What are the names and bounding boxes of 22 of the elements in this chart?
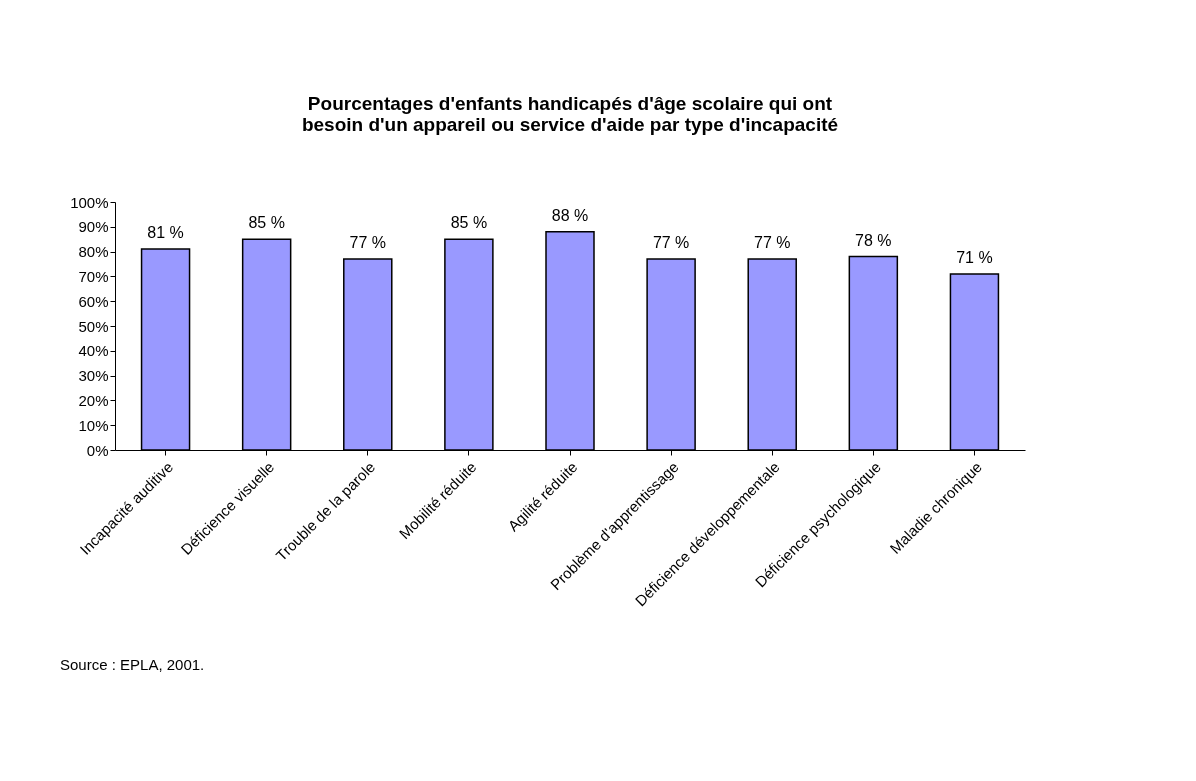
data-label: 71 % — [956, 248, 993, 266]
y-tick-label: 20% — [78, 391, 109, 409]
data-label: 77 % — [652, 234, 690, 252]
y-tick-label: 100% — [70, 193, 109, 211]
y-tick-label: 0% — [86, 441, 109, 459]
data-label: 77 % — [753, 234, 791, 252]
data-label: 88 % — [551, 206, 589, 224]
y-tick-label: 60% — [78, 292, 109, 310]
source-note: Source : EPLA, 2001. — [60, 656, 205, 673]
data-label: 78 % — [855, 231, 892, 249]
y-tick-label: 50% — [78, 317, 109, 335]
y-tick-label: 40% — [78, 342, 109, 360]
y-tick-label: 10% — [78, 416, 109, 434]
y-tick-label: 70% — [78, 267, 109, 285]
data-label: 85 % — [450, 214, 488, 232]
y-tick-label: 80% — [78, 243, 109, 261]
data-label: 77 % — [349, 234, 387, 252]
y-tick-label: 30% — [78, 367, 109, 385]
chart-title: Pourcentages d'enfants handicapés d'âge scolaire qui ont besoin d'un appareil ou service d'aide par type d'incapacité — [301, 93, 839, 135]
data-label: 85 % — [248, 214, 285, 232]
y-tick-label: 90% — [78, 218, 109, 236]
data-label: 81 % — [147, 224, 184, 242]
